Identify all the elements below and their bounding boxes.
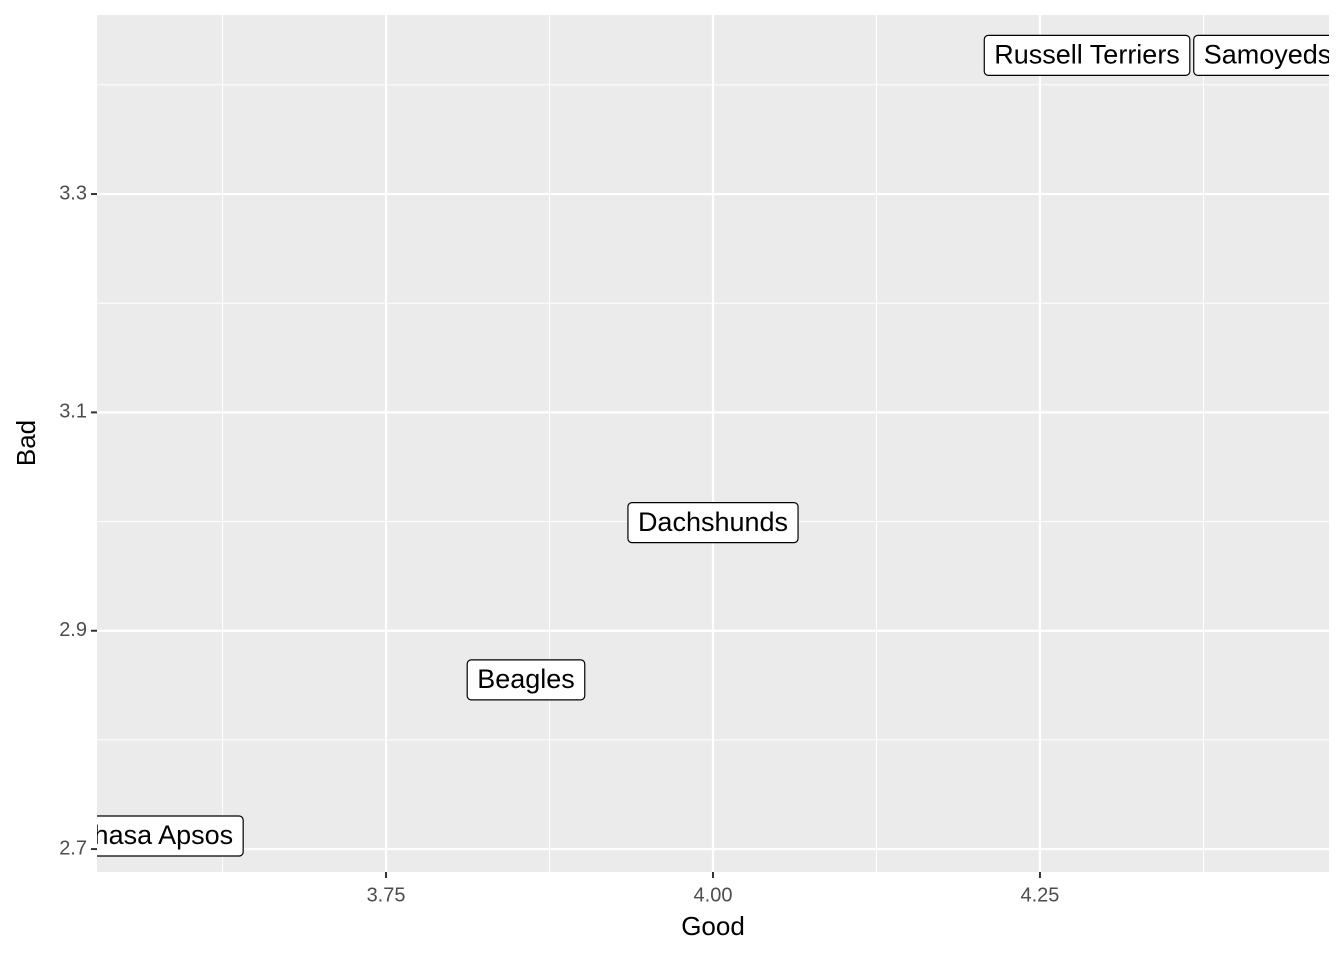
points: Lhasa Apsos Beagles Dachshunds Russell Terr…: [79, 34, 1332, 857]
y-axis-title: Bad: [11, 420, 41, 466]
point-label: Samoyeds: [1193, 34, 1332, 76]
x-axis-title: Good: [681, 911, 745, 941]
label-text: Samoyeds: [1204, 40, 1332, 70]
label-box: [97, 815, 244, 857]
y-tick-label: 2.9: [59, 619, 87, 641]
axes: 3.75 4.00 4.25 2.7 2.9 3.1 3.3: [59, 182, 1059, 906]
x-tick-label: 3.75: [367, 884, 406, 906]
label-text: Russell Terriers: [994, 40, 1180, 70]
x-tick-label: 4.00: [694, 884, 733, 906]
x-tick-label: 4.25: [1020, 884, 1059, 906]
label-box: [627, 502, 799, 544]
label-text: Beagles: [477, 664, 575, 694]
y-tick-label: 2.7: [59, 837, 87, 859]
label-box: [1193, 34, 1329, 76]
point-label: Dachshunds: [627, 502, 799, 544]
point-label: Lhasa Apsos: [79, 815, 244, 857]
label-text: Lhasa Apsos: [79, 820, 234, 850]
point-label: Beagles: [466, 659, 586, 701]
y-tick-label: 3.3: [59, 182, 87, 204]
label-box: [466, 659, 586, 701]
label-box: [983, 34, 1191, 76]
grid: [97, 15, 1329, 872]
point-label: Russell Terriers: [983, 34, 1191, 76]
y-tick-label: 3.1: [59, 401, 87, 423]
label-text: Dachshunds: [638, 507, 788, 537]
